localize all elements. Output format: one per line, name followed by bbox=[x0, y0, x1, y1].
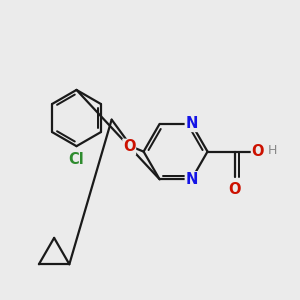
Text: O: O bbox=[228, 182, 241, 196]
Text: H: H bbox=[268, 144, 278, 157]
Text: O: O bbox=[251, 144, 264, 159]
Text: N: N bbox=[185, 116, 198, 131]
Text: Cl: Cl bbox=[69, 152, 84, 167]
Text: O: O bbox=[123, 139, 136, 154]
Text: N: N bbox=[185, 172, 198, 187]
